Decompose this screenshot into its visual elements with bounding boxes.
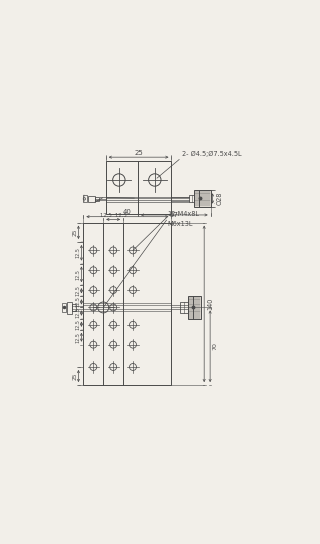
- Text: 2- Ø4.5;Ø7.5x4.5L: 2- Ø4.5;Ø7.5x4.5L: [182, 151, 242, 157]
- Bar: [95, 197, 99, 201]
- Bar: [72, 304, 76, 311]
- Text: 12-M4x8L: 12-M4x8L: [168, 211, 200, 217]
- Text: 12.5: 12.5: [76, 248, 81, 258]
- Text: 12.5: 12.5: [76, 285, 81, 296]
- Bar: [83, 195, 87, 202]
- Bar: [67, 301, 72, 314]
- Text: 140: 140: [207, 298, 213, 310]
- Text: 12.5: 12.5: [76, 332, 81, 343]
- Bar: [88, 196, 95, 202]
- Text: 57: 57: [170, 212, 179, 218]
- Text: M6x13L: M6x13L: [168, 221, 193, 227]
- Text: 12.5: 12.5: [76, 296, 81, 307]
- Text: 40: 40: [123, 209, 132, 215]
- Text: 25: 25: [72, 228, 77, 236]
- Text: 70: 70: [212, 342, 218, 350]
- Text: 25: 25: [134, 150, 143, 156]
- Bar: [194, 190, 211, 207]
- Bar: [62, 303, 66, 312]
- Text: 25: 25: [72, 372, 77, 380]
- Bar: [188, 295, 201, 319]
- Text: Ò28: Ò28: [216, 192, 222, 205]
- Bar: [189, 195, 194, 202]
- Text: 12.5: 12.5: [76, 319, 81, 330]
- Bar: [84, 222, 172, 385]
- Text: 12.5: 12.5: [76, 269, 81, 280]
- Bar: [180, 301, 188, 313]
- Bar: [106, 160, 172, 214]
- Text: 12.5  12.5: 12.5 12.5: [100, 213, 126, 218]
- Text: 12.5: 12.5: [76, 307, 81, 318]
